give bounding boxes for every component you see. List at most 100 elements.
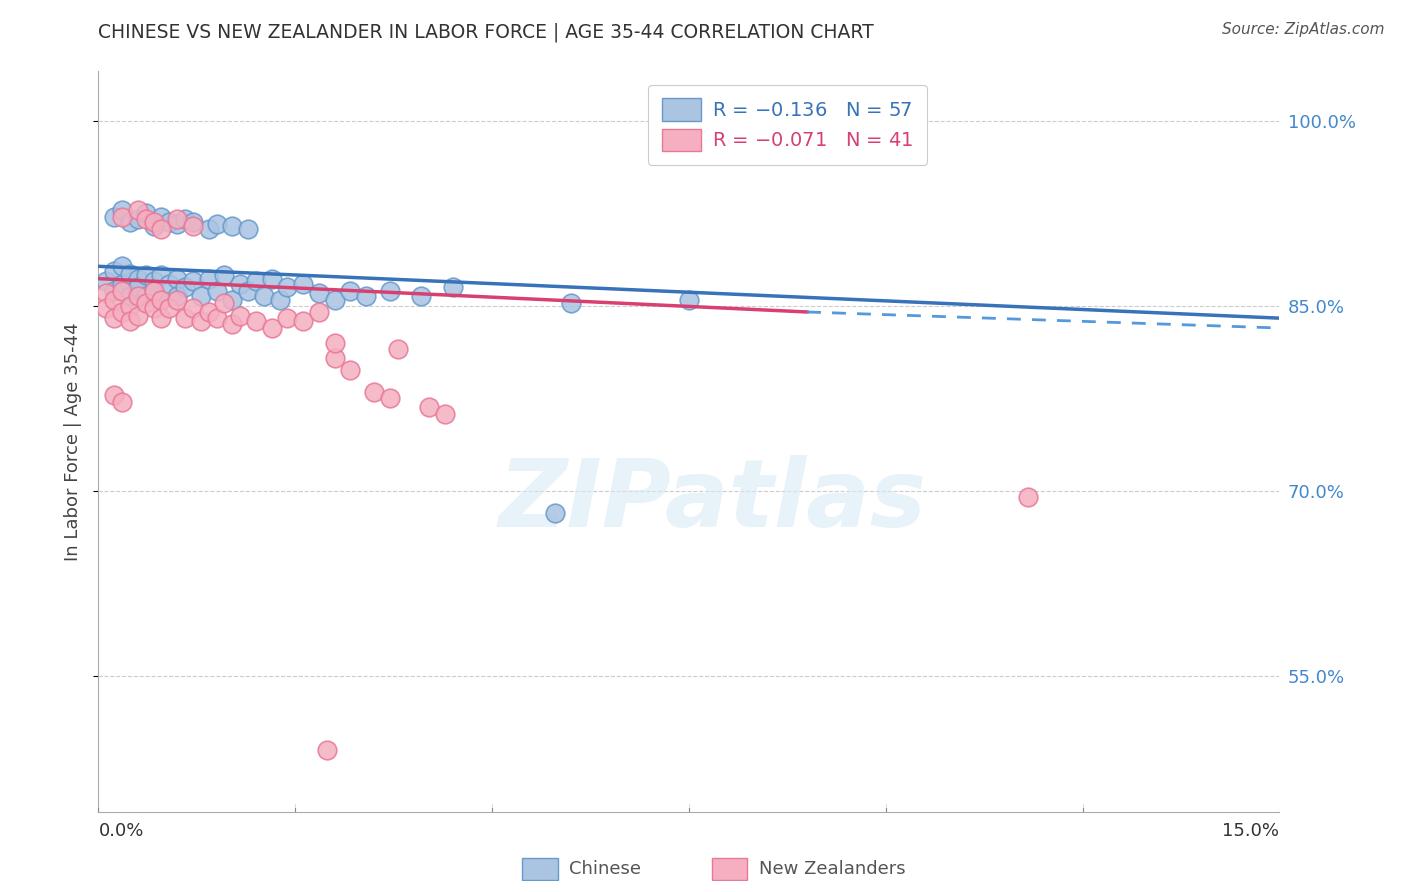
Point [214, 296, 236, 310]
Point [418, 400, 440, 414]
Point [127, 271, 149, 285]
Point [157, 301, 180, 316]
Point [205, 311, 228, 326]
Point [181, 215, 204, 229]
Point [544, 506, 567, 520]
Point [127, 289, 149, 303]
Point [190, 289, 212, 303]
Point [339, 363, 361, 377]
FancyBboxPatch shape [522, 857, 558, 880]
Point [560, 296, 582, 310]
Point [236, 284, 259, 298]
Legend: R = $-$0.136   N = 57, R = $-$0.071   N = 41: R = $-$0.136 N = 57, R = $-$0.071 N = 41 [648, 85, 927, 165]
Point [103, 284, 125, 298]
Point [260, 271, 283, 285]
Point [111, 277, 134, 291]
Point [118, 313, 141, 327]
Point [142, 284, 165, 298]
Point [135, 212, 157, 227]
Point [142, 301, 165, 316]
Text: Chinese: Chinese [569, 860, 641, 878]
Point [229, 309, 252, 323]
Point [103, 210, 125, 224]
Point [142, 274, 165, 288]
Point [157, 277, 180, 291]
Point [197, 305, 219, 319]
Point [245, 274, 267, 288]
Point [96, 274, 118, 288]
Point [221, 219, 243, 233]
Point [96, 301, 118, 316]
Point [96, 286, 118, 301]
Point [378, 284, 401, 298]
Point [166, 271, 188, 285]
Point [1017, 490, 1039, 504]
Point [214, 268, 236, 282]
Point [142, 215, 165, 229]
Point [292, 277, 315, 291]
Point [103, 387, 125, 401]
Point [103, 264, 125, 278]
Point [315, 743, 337, 757]
Text: Source: ZipAtlas.com: Source: ZipAtlas.com [1222, 22, 1385, 37]
Point [245, 313, 267, 327]
Y-axis label: In Labor Force | Age 35-44: In Labor Force | Age 35-44 [65, 322, 83, 561]
Point [157, 215, 180, 229]
Point [323, 335, 346, 350]
Point [142, 219, 165, 233]
Point [111, 210, 134, 224]
Point [229, 277, 252, 291]
Point [181, 301, 204, 316]
Point [166, 218, 188, 232]
Point [135, 289, 157, 303]
Point [221, 293, 243, 307]
Point [174, 280, 197, 294]
Text: 15.0%: 15.0% [1222, 822, 1279, 839]
FancyBboxPatch shape [711, 857, 748, 880]
Point [127, 202, 149, 217]
Point [308, 286, 330, 301]
Point [150, 210, 173, 224]
Point [269, 293, 291, 307]
Point [150, 222, 173, 236]
Point [276, 311, 298, 326]
Point [111, 284, 134, 298]
Point [678, 293, 700, 307]
Point [181, 219, 204, 233]
Point [118, 289, 141, 303]
Point [260, 321, 283, 335]
Point [166, 212, 188, 227]
Point [411, 289, 433, 303]
Point [323, 293, 346, 307]
Point [127, 280, 149, 294]
Point [150, 311, 173, 326]
Text: CHINESE VS NEW ZEALANDER IN LABOR FORCE | AGE 35-44 CORRELATION CHART: CHINESE VS NEW ZEALANDER IN LABOR FORCE … [98, 22, 875, 42]
Text: ZIPatlas: ZIPatlas [499, 455, 927, 547]
Point [190, 313, 212, 327]
Point [127, 309, 149, 323]
Point [103, 311, 125, 326]
Point [135, 296, 157, 310]
Point [166, 293, 188, 307]
Point [142, 284, 165, 298]
Point [118, 299, 141, 313]
Point [292, 313, 315, 327]
Text: 0.0%: 0.0% [98, 822, 143, 839]
Point [323, 351, 346, 365]
Point [276, 280, 298, 294]
Point [174, 212, 197, 227]
Point [118, 215, 141, 229]
Point [135, 206, 157, 220]
Point [236, 222, 259, 236]
Point [111, 395, 134, 409]
Text: New Zealanders: New Zealanders [759, 860, 905, 878]
Point [387, 342, 409, 356]
Point [111, 260, 134, 274]
Point [111, 202, 134, 217]
Point [135, 268, 157, 282]
Point [150, 293, 173, 307]
Point [118, 267, 141, 281]
Point [197, 222, 219, 236]
Point [150, 268, 173, 282]
Point [221, 318, 243, 332]
